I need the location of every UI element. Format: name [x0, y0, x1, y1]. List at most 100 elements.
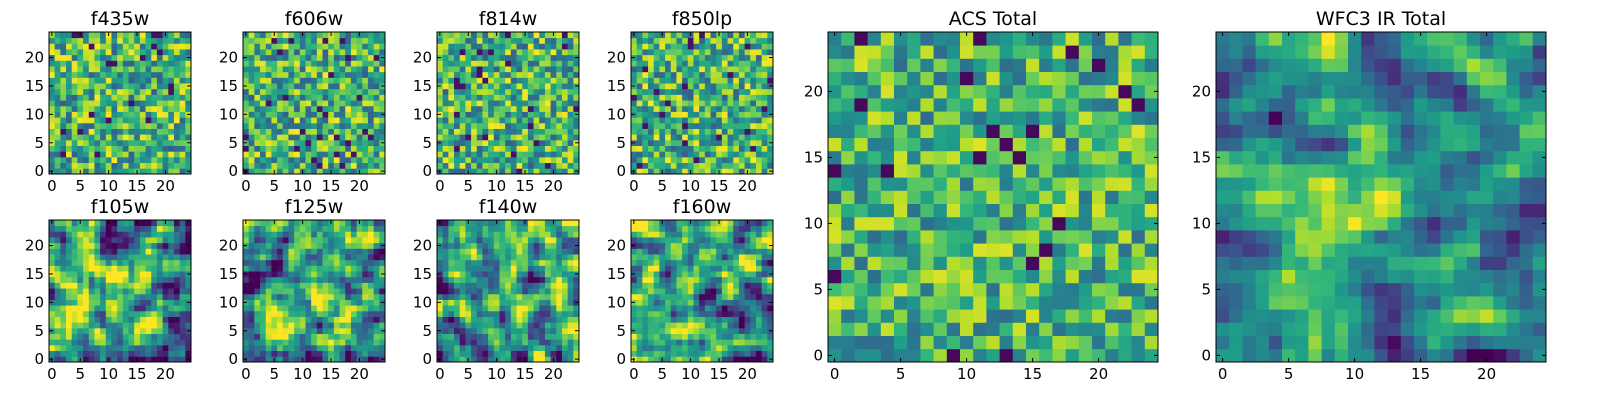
heatmap-cell	[145, 105, 152, 112]
heatmap-cell	[265, 225, 272, 232]
heatmap-cell	[350, 344, 357, 352]
heatmap-cell	[88, 356, 95, 363]
heatmap-cell	[362, 276, 369, 283]
heatmap-cell	[573, 60, 580, 67]
heatmap-cell	[670, 282, 677, 289]
heatmap-cell	[105, 122, 112, 129]
heatmap-cell	[71, 299, 78, 306]
heatmap-cell	[333, 339, 340, 346]
heatmap-cell	[716, 37, 723, 44]
heatmap-cell	[733, 344, 740, 352]
heatmap-cell	[755, 54, 763, 61]
heatmap-cell	[333, 49, 340, 56]
heatmap-cell	[505, 83, 512, 90]
heatmap-cell	[721, 105, 728, 112]
y-tick-label: 10	[413, 293, 432, 311]
heatmap-cell	[54, 276, 61, 283]
heatmap-cell	[539, 293, 546, 300]
heatmap-cell	[561, 282, 569, 289]
y-tick-label: 20	[25, 49, 44, 67]
heatmap-cell	[744, 156, 751, 164]
heatmap-cell	[362, 37, 369, 44]
heatmap-cell	[373, 220, 380, 227]
heatmap-cell	[573, 134, 580, 141]
heatmap-cell	[322, 220, 329, 227]
heatmap-cell	[105, 299, 112, 306]
heatmap-cell	[505, 333, 512, 340]
heatmap-cell	[145, 77, 152, 84]
heatmap-cell	[448, 49, 455, 56]
heatmap-cell	[243, 259, 250, 266]
heatmap-cell	[642, 162, 649, 169]
heatmap-cell	[499, 322, 506, 329]
heatmap-cell	[442, 32, 449, 39]
heatmap-cell	[367, 122, 375, 129]
heatmap-cell	[265, 117, 272, 124]
heatmap-cell	[122, 162, 129, 169]
heatmap-cell	[339, 111, 346, 118]
heatmap-cell	[367, 134, 375, 141]
heatmap-cell	[105, 111, 112, 118]
heatmap-cell	[322, 225, 329, 232]
heatmap-cell	[642, 66, 649, 73]
heatmap-cell	[379, 339, 386, 346]
heatmap-cell	[328, 322, 335, 329]
heatmap-cell	[362, 299, 369, 306]
heatmap-cell	[738, 71, 745, 78]
heatmap-cell	[493, 49, 500, 56]
heatmap-cell	[744, 122, 751, 129]
heatmap-cell	[454, 231, 461, 238]
heatmap-cell	[88, 156, 95, 164]
heatmap-cell	[71, 288, 78, 295]
heatmap-cell	[516, 145, 523, 152]
heatmap-cell	[162, 327, 169, 334]
heatmap-cell	[516, 105, 523, 112]
heatmap-cell	[77, 54, 84, 61]
heatmap-cell	[716, 327, 723, 334]
heatmap-cell	[544, 231, 551, 238]
heatmap-cell	[561, 288, 569, 295]
heatmap-cell	[168, 100, 175, 107]
heatmap-cell	[437, 305, 444, 312]
heatmap-cell	[299, 265, 306, 272]
heatmap-cell	[448, 54, 455, 61]
heatmap-cell	[379, 316, 386, 323]
heatmap-cell	[716, 77, 723, 84]
heatmap-cell	[716, 333, 723, 340]
heatmap-cell	[243, 339, 250, 346]
heatmap-cell	[173, 248, 181, 255]
heatmap-cell	[727, 145, 734, 152]
heatmap-cell	[260, 322, 267, 329]
heatmap-cell	[448, 156, 455, 164]
heatmap-cell	[100, 333, 107, 340]
heatmap-cell	[550, 276, 557, 283]
heatmap-cell	[282, 288, 289, 295]
heatmap-cell	[750, 71, 757, 78]
heatmap-cell	[516, 288, 523, 295]
heatmap-cell	[767, 37, 774, 44]
heatmap-cell	[561, 248, 569, 255]
heatmap-cell	[333, 259, 340, 266]
heatmap-cell	[83, 350, 90, 357]
heatmap-cell	[437, 117, 444, 124]
heatmap-cell	[373, 71, 380, 78]
heatmap-cell	[260, 265, 267, 272]
heatmap-cell	[94, 225, 101, 232]
heatmap-cell	[139, 356, 146, 363]
heatmap-cell	[111, 88, 118, 95]
heatmap-cell	[642, 83, 649, 90]
heatmap-cell	[533, 288, 540, 295]
heatmap-cell	[642, 339, 649, 346]
heatmap-cell	[339, 322, 346, 329]
heatmap-cell	[151, 356, 158, 363]
heatmap-cell	[522, 225, 529, 232]
heatmap-cell	[367, 265, 375, 272]
heatmap-cell	[676, 310, 683, 317]
heatmap-cell	[156, 293, 163, 300]
heatmap-cell	[145, 122, 152, 129]
heatmap-cell	[294, 333, 301, 340]
heatmap-cell	[561, 32, 569, 39]
heatmap-cell	[328, 60, 335, 67]
heatmap-cell	[670, 316, 677, 323]
heatmap-cell	[77, 128, 84, 135]
